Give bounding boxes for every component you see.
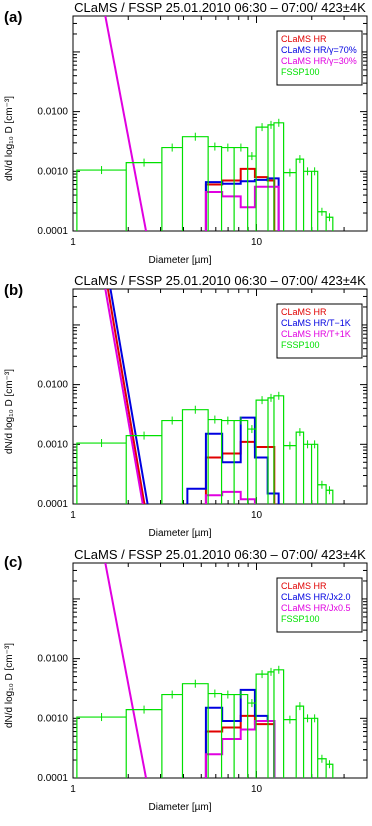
plot-frame [72, 562, 368, 779]
plot-area [76, 289, 334, 504]
panel-label: (c) [4, 554, 22, 571]
fssp100-histogram [76, 122, 334, 231]
panel-a: (a) CLaMS / FSSP 25.01.2010 06:30 – 07:00… [4, 0, 368, 266]
x-axis-label: Diameter [µm] [149, 802, 212, 813]
fssp100-histogram [76, 669, 334, 778]
legend-box [276, 30, 363, 86]
legend-entry: CLaMS HR/T+1K [281, 329, 351, 339]
y-tick-label: 0.0001 [37, 773, 68, 784]
y-tick-label: 0.0100 [37, 380, 68, 391]
plot-frame [72, 288, 368, 505]
x-tick-label: 1 [70, 784, 76, 795]
legend-entry: CLaMS HR [281, 581, 327, 591]
x-tick-label: 10 [251, 237, 263, 248]
y-tick-label: 0.0100 [37, 107, 68, 118]
chart-title: CLaMS / FSSP 25.01.2010 06:30 – 07:00/ 4… [74, 547, 366, 562]
legend-entry: FSSP100 [281, 614, 320, 624]
model-curve [106, 289, 146, 504]
model-step-line [204, 714, 276, 778]
x-tick-label: 10 [251, 510, 263, 521]
model-curve [104, 16, 148, 231]
chart-title: CLaMS / FSSP 25.01.2010 06:30 – 07:00/ 4… [74, 0, 366, 15]
y-tick-label: 0.0001 [37, 226, 68, 237]
y-tick-label: 0.0010 [37, 713, 68, 724]
model-curve [104, 563, 148, 778]
panel-label: (b) [4, 282, 23, 299]
legend-entry: FSSP100 [281, 340, 320, 350]
legend-entry: CLaMS HR/T−1K [281, 318, 351, 328]
x-axis-label: Diameter [µm] [149, 255, 212, 266]
legend-entry: CLaMS HR/Jx0.5 [281, 603, 351, 613]
legend-entry: CLaMS HR [281, 307, 327, 317]
y-axis-label: dN/d log₁₀ D [cm⁻³] [4, 643, 15, 728]
panel-c: (c) CLaMS / FSSP 25.01.2010 06:30 – 07:00… [4, 547, 368, 813]
legend-entry: FSSP100 [281, 67, 320, 77]
chart-title: CLaMS / FSSP 25.01.2010 06:30 – 07:00/ 4… [74, 273, 366, 288]
y-tick-label: 0.0010 [37, 166, 68, 177]
model-curve [104, 289, 144, 504]
model-step-line [204, 185, 280, 231]
model-curve [109, 289, 149, 504]
legend-entry: CLaMS HR/Jx2.0 [281, 592, 351, 602]
plot-frame [72, 15, 368, 232]
plot-area [76, 563, 334, 778]
y-axis-label: dN/d log₁₀ D [cm⁻³] [4, 96, 15, 181]
legend-box [276, 303, 363, 359]
x-tick-label: 1 [70, 510, 76, 521]
x-axis-label: Diameter [µm] [149, 528, 212, 539]
legend-entry: CLaMS HR/γ=30% [281, 56, 357, 66]
panel-b: (b) CLaMS / FSSP 25.01.2010 06:30 – 07:00… [4, 273, 368, 539]
x-tick-label: 1 [70, 237, 76, 248]
y-axis-label: dN/d log₁₀ D [cm⁻³] [4, 369, 15, 454]
y-tick-label: 0.0010 [37, 439, 68, 450]
legend-entry: CLaMS HR/γ=70% [281, 45, 357, 55]
y-tick-label: 0.0001 [37, 499, 68, 510]
panel-label: (a) [4, 9, 22, 26]
legend-box [276, 577, 363, 633]
y-tick-label: 0.0100 [37, 654, 68, 665]
plot-area [76, 16, 334, 231]
legend-entry: CLaMS HR [281, 34, 327, 44]
x-tick-label: 10 [251, 784, 263, 795]
model-step-line [204, 720, 276, 778]
